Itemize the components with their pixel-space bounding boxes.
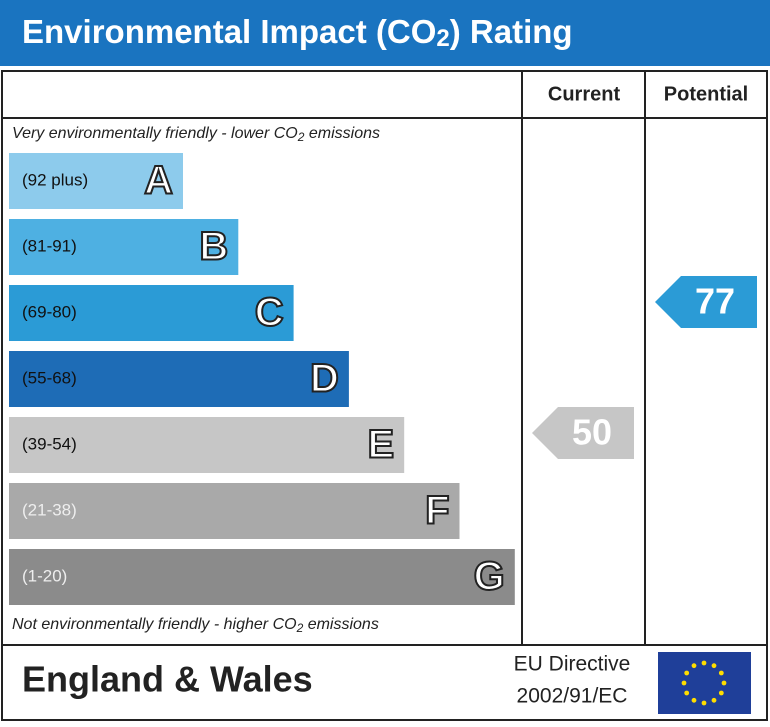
star [701,660,707,666]
star [681,680,687,686]
band-letter: A [144,159,173,203]
title-sub: 2 [436,25,449,52]
band-range: (21-38) [22,500,77,519]
band-letter: E [368,423,395,467]
potential-value: 77 [695,281,735,322]
band-letter: B [199,225,228,269]
potential-arrow-shape [655,276,757,328]
bottom-note: Not environmentally friendly - higher CO… [12,616,379,635]
note-text: Very environmentally friendly - lower CO [12,125,298,142]
star [691,697,697,703]
title-text: ) Rating [450,13,573,50]
band [9,549,515,605]
current-arrow-shape [532,407,634,459]
band-range: (1-20) [22,566,67,585]
note-sub: 2 [297,130,305,144]
band-range: (55-68) [22,368,77,387]
band-letter: C [255,291,284,335]
star [684,670,690,676]
band-range: (92 plus) [22,170,88,189]
band-range: (69-80) [22,302,77,321]
title: Environmental Impact (CO2) Rating [22,13,573,53]
star [684,690,690,696]
band-range: (81-91) [22,236,77,255]
top-note: Very environmentally friendly - lower CO… [12,125,380,144]
band-letter: G [474,555,505,599]
band [9,153,183,209]
potential-arrow: 77 [655,276,757,328]
band-letter: F [425,489,449,533]
star [711,663,717,669]
note-text: Not environmentally friendly - higher CO [12,616,297,633]
title-bar [0,0,770,66]
band [9,219,239,275]
current-arrow: 50 [532,407,634,459]
band [9,483,460,539]
current-value: 50 [572,412,612,453]
star [718,690,724,696]
eu-stars [681,660,727,706]
footer-box [1,644,768,721]
star [718,670,724,676]
directive: 2002/91/EC [517,685,628,708]
potential-header: Potential [664,83,748,105]
region: England & Wales [22,659,313,700]
star [721,680,727,686]
band [9,351,349,407]
band [9,285,294,341]
band [9,417,405,473]
note-text: emissions [304,125,380,142]
bands: (92 plus) A (81-91) B (69-80) C (55-68) D (39-54… [9,153,515,605]
note-text: emissions [303,616,379,633]
title-text: Environmental Impact (CO [22,13,436,50]
star [701,700,707,706]
directive: EU Directive [514,653,631,676]
star [691,663,697,669]
note-sub: 2 [296,621,304,635]
band-range: (39-54) [22,434,77,453]
current-header: Current [548,83,621,105]
band-letter: D [310,357,339,401]
star [711,697,717,703]
